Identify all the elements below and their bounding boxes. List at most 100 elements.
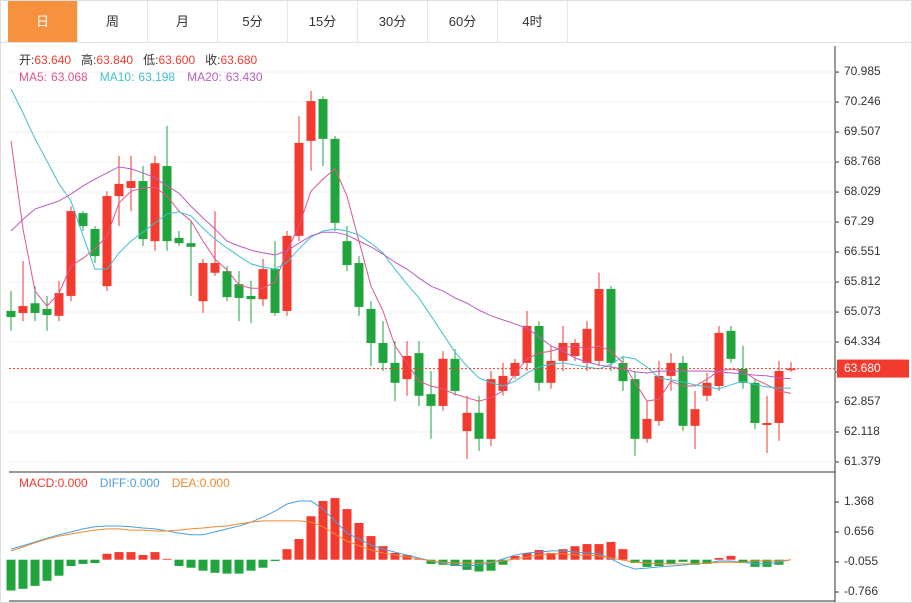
- macd-bar: [6, 559, 16, 591]
- candle-body: [126, 181, 136, 188]
- legend-value: 0.000: [200, 476, 230, 490]
- legend-value: 0.000: [58, 476, 88, 490]
- candle-body: [570, 343, 580, 357]
- macd-bar: [150, 552, 160, 560]
- candle-body: [714, 332, 724, 387]
- candle-body: [606, 289, 616, 363]
- tab[interactable]: 4时: [498, 1, 568, 42]
- macd-bar: [762, 559, 772, 567]
- macd-bar: [594, 544, 604, 560]
- macd-bar: [678, 559, 688, 562]
- candle-body: [366, 308, 376, 344]
- macd-bar: [690, 559, 700, 565]
- candle-body: [582, 328, 592, 363]
- y-tick-label: 70.246: [844, 94, 881, 108]
- candle-body: [510, 362, 520, 376]
- last-price-box: [837, 359, 909, 378]
- y-tick-label: -0.055: [844, 554, 878, 568]
- info-value: 63.640: [34, 53, 71, 67]
- macd-bar: [234, 559, 244, 574]
- y-tick-label: 65.073: [844, 304, 881, 318]
- y-tick-label: 61.379: [844, 454, 881, 468]
- macd-bar: [330, 498, 340, 560]
- candle-body: [66, 211, 76, 296]
- macd-bar: [102, 553, 112, 560]
- legend-name: MA5:: [19, 70, 47, 84]
- candle-body: [690, 409, 700, 426]
- macd-bar: [342, 509, 352, 560]
- tab[interactable]: 月: [148, 1, 218, 42]
- macd-bar: [66, 559, 76, 567]
- macd-bar: [222, 559, 232, 574]
- info-name: 开:: [19, 53, 34, 67]
- legend-value: 0.000: [130, 476, 160, 490]
- y-tick-label: 62.857: [844, 394, 881, 408]
- tab[interactable]: 30分: [358, 1, 428, 42]
- macd-bar: [582, 544, 592, 560]
- candle-body: [666, 362, 676, 376]
- candle-body: [186, 243, 196, 247]
- tab[interactable]: 60分: [428, 1, 498, 42]
- y-tick-label: 67.29: [844, 214, 874, 228]
- macd-bar: [738, 559, 748, 564]
- info-name: 低:: [143, 53, 158, 67]
- macd-bar: [78, 559, 88, 564]
- macd-bar: [462, 559, 472, 570]
- macd-bar: [42, 559, 52, 581]
- candle-body: [138, 181, 148, 240]
- legend-value: 63.068: [51, 70, 88, 84]
- macd-bar: [126, 552, 136, 560]
- y-tick-label: 62.118: [844, 424, 880, 438]
- macd-bar: [546, 552, 556, 560]
- candle-body: [450, 358, 460, 391]
- candle-body: [162, 166, 172, 242]
- info-name: 收:: [205, 53, 220, 67]
- candle-body: [474, 412, 484, 439]
- macd-bar: [714, 558, 724, 560]
- legend-value: 63.198: [138, 70, 175, 84]
- candle-body: [150, 163, 160, 242]
- macd-bar: [558, 549, 568, 560]
- ma-line: [10, 166, 792, 380]
- y-tick-label: 70.985: [844, 64, 881, 78]
- candle-body: [222, 271, 232, 298]
- candle-body: [354, 263, 364, 307]
- y-tick-label: 1.368: [844, 494, 874, 508]
- tab[interactable]: 周: [78, 1, 148, 42]
- y-tick-label: 0.656: [844, 524, 874, 538]
- y-tick-label: -0.766: [844, 584, 878, 598]
- candle-body: [258, 269, 268, 300]
- macd-bar: [486, 559, 496, 571]
- macd-bar: [246, 559, 256, 571]
- macd-bar: [270, 559, 280, 561]
- tab[interactable]: 15分: [288, 1, 358, 42]
- candle-body: [294, 142, 304, 236]
- info-name: 高:: [81, 52, 96, 67]
- macd-bar: [318, 501, 328, 560]
- candle-body: [786, 368, 796, 371]
- candle-body: [18, 306, 28, 313]
- candle-body: [594, 289, 604, 361]
- macd-bar: [174, 559, 184, 567]
- macd-bar: [522, 552, 532, 560]
- ma-line: [10, 140, 792, 402]
- candle-body: [234, 284, 244, 298]
- macd-bar: [654, 559, 664, 567]
- candle-body: [774, 371, 784, 423]
- candle-body: [738, 368, 748, 383]
- candle-body: [390, 362, 400, 383]
- macd-line: [10, 520, 792, 565]
- y-tick-label: 69.507: [844, 124, 881, 138]
- legend-value: 63.430: [226, 70, 263, 84]
- macd-bar: [630, 559, 640, 564]
- macd-bar: [618, 549, 628, 560]
- candle-body: [330, 138, 340, 223]
- macd-bar: [702, 559, 712, 564]
- y-tick-label: 68.768: [844, 154, 881, 168]
- candle-body: [558, 343, 568, 361]
- tab[interactable]: 5分: [218, 1, 288, 42]
- tab[interactable]: 日: [8, 1, 78, 42]
- candle-body: [282, 235, 292, 311]
- candle-body: [42, 308, 52, 316]
